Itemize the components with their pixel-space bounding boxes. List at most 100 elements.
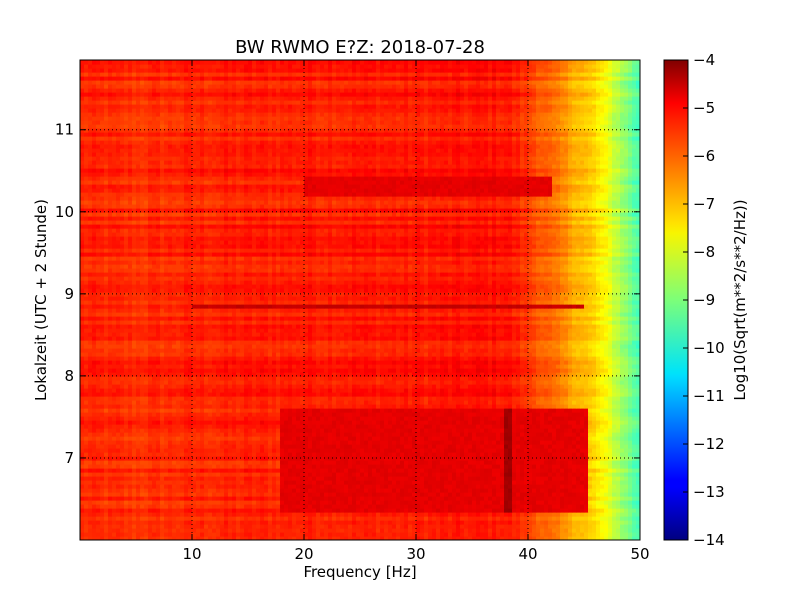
heatmap-cell: [432, 528, 437, 533]
heatmap-cell: [152, 516, 157, 521]
heatmap-cell: [620, 432, 625, 437]
heatmap-cell: [500, 460, 505, 465]
heatmap-cell: [476, 504, 481, 509]
heatmap-cell: [612, 504, 617, 509]
heatmap-cell: [484, 420, 489, 425]
heatmap-cell: [116, 436, 121, 441]
heatmap-cell: [484, 528, 489, 533]
heatmap-cell: [176, 440, 181, 445]
heatmap-cell: [328, 456, 333, 461]
heatmap-cell: [348, 536, 353, 540]
heatmap-cell: [340, 464, 345, 469]
heatmap-cell: [504, 436, 509, 441]
heatmap-cell: [132, 436, 137, 441]
heatmap-cell: [336, 448, 341, 453]
heatmap-cell: [216, 436, 221, 441]
heatmap-cell: [408, 432, 413, 437]
heatmap-cell: [484, 512, 489, 517]
heatmap-cell: [580, 448, 585, 453]
heatmap-cell: [420, 440, 425, 445]
heatmap-cell: [424, 404, 429, 409]
heatmap-cell: [100, 496, 105, 501]
heatmap-cell: [280, 492, 285, 497]
heatmap-cell: [612, 428, 617, 433]
heatmap-cell: [568, 488, 573, 493]
heatmap-cell: [472, 488, 477, 493]
heatmap-cell: [572, 532, 577, 537]
heatmap-cell: [264, 424, 269, 429]
heatmap-cell: [360, 484, 365, 489]
heatmap-cell: [428, 500, 433, 505]
heatmap-cell: [348, 400, 353, 405]
heatmap-cell: [308, 524, 313, 529]
heatmap-cell: [424, 504, 429, 509]
heatmap-cell: [624, 532, 629, 537]
heatmap-cell: [148, 496, 153, 501]
heatmap-cell: [476, 452, 481, 457]
heatmap-cell: [80, 400, 85, 405]
heatmap-cell: [496, 428, 501, 433]
heatmap-cell: [308, 532, 313, 537]
heatmap-cell: [168, 528, 173, 533]
heatmap-cell: [156, 412, 161, 417]
heatmap-cell: [320, 460, 325, 465]
heatmap-cell: [480, 524, 485, 529]
heatmap-cell: [140, 536, 145, 540]
heatmap-cell: [220, 428, 225, 433]
heatmap-cell: [360, 420, 365, 425]
heatmap-cell: [104, 420, 109, 425]
heatmap-cell: [532, 412, 537, 417]
heatmap-cell: [552, 508, 557, 513]
heatmap-cell: [264, 456, 269, 461]
heatmap-cell: [88, 400, 93, 405]
heatmap-cell: [400, 420, 405, 425]
heatmap-cell: [224, 464, 229, 469]
heatmap-cell: [612, 432, 617, 437]
heatmap-cell: [376, 516, 381, 521]
heatmap-cell: [500, 476, 505, 481]
heatmap-cell: [248, 484, 253, 489]
heatmap-cell: [480, 512, 485, 517]
heatmap-cell: [148, 508, 153, 513]
heatmap-cell: [436, 508, 441, 513]
heatmap-cell: [264, 500, 269, 505]
heatmap-cell: [112, 480, 117, 485]
heatmap-cell: [468, 452, 473, 457]
heatmap-cell: [276, 512, 281, 517]
heatmap-cell: [104, 448, 109, 453]
heatmap-cell: [100, 484, 105, 489]
heatmap-cell: [256, 524, 261, 529]
heatmap-cell: [580, 416, 585, 421]
heatmap-cell: [292, 464, 297, 469]
heatmap-cell: [268, 428, 273, 433]
heatmap-cell: [492, 464, 497, 469]
heatmap-cell: [560, 432, 565, 437]
heatmap-cell: [628, 424, 633, 429]
heatmap-cell: [532, 424, 537, 429]
heatmap-cell: [172, 508, 177, 513]
heatmap-cell: [152, 452, 157, 457]
heatmap-cell: [228, 484, 233, 489]
heatmap-cell: [224, 428, 229, 433]
heatmap-cell: [92, 472, 97, 477]
heatmap-cell: [548, 452, 553, 457]
heatmap-cell: [424, 520, 429, 525]
heatmap-cell: [588, 456, 593, 461]
heatmap-cell: [616, 424, 621, 429]
heatmap-cell: [232, 492, 237, 497]
heatmap-cell: [616, 456, 621, 461]
heatmap-cell: [156, 480, 161, 485]
heatmap-cell: [408, 496, 413, 501]
heatmap-cell: [508, 484, 513, 489]
heatmap-cell: [596, 424, 601, 429]
heatmap-cell: [84, 488, 89, 493]
heatmap-cell: [484, 416, 489, 421]
heatmap-cell: [544, 404, 549, 409]
heatmap-cell: [148, 524, 153, 529]
heatmap-cell: [352, 424, 357, 429]
heatmap-cell: [520, 516, 525, 521]
heatmap-cell: [404, 524, 409, 529]
heatmap-cell: [576, 476, 581, 481]
heatmap-cell: [360, 400, 365, 405]
heatmap-cell: [556, 476, 561, 481]
